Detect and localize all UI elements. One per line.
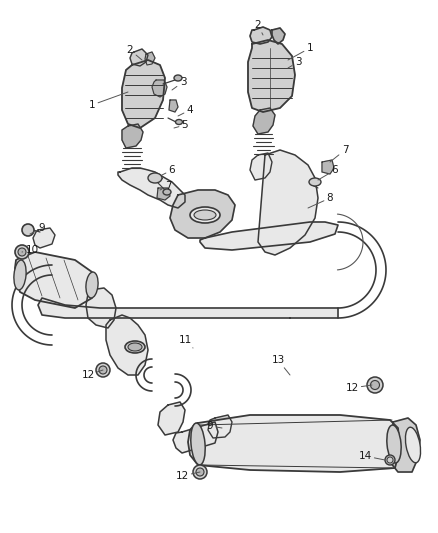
Text: 13: 13 [272,355,290,375]
Text: 8: 8 [308,193,333,208]
Polygon shape [145,52,155,65]
Polygon shape [152,80,167,97]
Polygon shape [250,153,272,180]
Ellipse shape [14,260,26,290]
Polygon shape [248,40,295,112]
Ellipse shape [406,427,420,463]
Polygon shape [170,190,235,238]
Text: 3: 3 [172,77,186,90]
Text: 9: 9 [30,223,45,234]
Polygon shape [130,49,148,66]
Polygon shape [122,124,143,148]
Ellipse shape [196,468,204,476]
Polygon shape [169,100,178,112]
Text: 6: 6 [162,165,175,175]
Polygon shape [106,315,148,375]
Text: 1: 1 [288,43,313,60]
Polygon shape [173,422,218,453]
Polygon shape [122,60,165,128]
Polygon shape [390,418,420,472]
Polygon shape [157,188,170,200]
Ellipse shape [191,423,205,465]
Polygon shape [86,288,116,328]
Text: 4: 4 [178,105,193,116]
Ellipse shape [367,377,383,393]
Ellipse shape [193,465,207,479]
Ellipse shape [99,366,107,374]
Polygon shape [250,27,272,44]
Ellipse shape [309,178,321,186]
Text: 7: 7 [160,181,171,191]
Text: 12: 12 [175,471,200,481]
Polygon shape [253,108,275,134]
Text: 12: 12 [81,370,103,380]
Polygon shape [322,160,334,174]
Polygon shape [208,415,232,438]
Text: 1: 1 [88,92,128,110]
Text: 12: 12 [346,383,372,393]
Ellipse shape [148,173,162,183]
Ellipse shape [18,248,26,256]
Polygon shape [272,28,285,44]
Ellipse shape [125,341,145,353]
Ellipse shape [387,457,393,463]
Ellipse shape [176,119,183,125]
Polygon shape [200,222,338,250]
Ellipse shape [174,75,182,81]
Ellipse shape [22,224,34,236]
Text: 10: 10 [22,245,39,255]
Ellipse shape [194,210,216,220]
Text: 5: 5 [174,120,188,130]
Polygon shape [188,415,400,472]
Ellipse shape [190,207,220,223]
Ellipse shape [163,189,171,195]
Polygon shape [38,298,338,318]
Text: 6: 6 [318,165,338,180]
Ellipse shape [387,425,401,463]
Text: 11: 11 [178,335,193,348]
Ellipse shape [371,381,379,390]
Polygon shape [258,150,318,255]
Text: 14: 14 [358,451,385,461]
Text: 2: 2 [254,20,263,35]
Polygon shape [33,228,55,248]
Ellipse shape [96,363,110,377]
Ellipse shape [128,343,142,351]
Text: 3: 3 [288,57,301,68]
Polygon shape [118,168,185,208]
Polygon shape [158,402,185,435]
Text: 9: 9 [207,421,222,431]
Ellipse shape [15,245,29,259]
Ellipse shape [86,272,98,298]
Text: 2: 2 [127,45,142,60]
Text: 7: 7 [330,145,348,162]
Polygon shape [15,252,95,308]
Ellipse shape [385,455,395,465]
